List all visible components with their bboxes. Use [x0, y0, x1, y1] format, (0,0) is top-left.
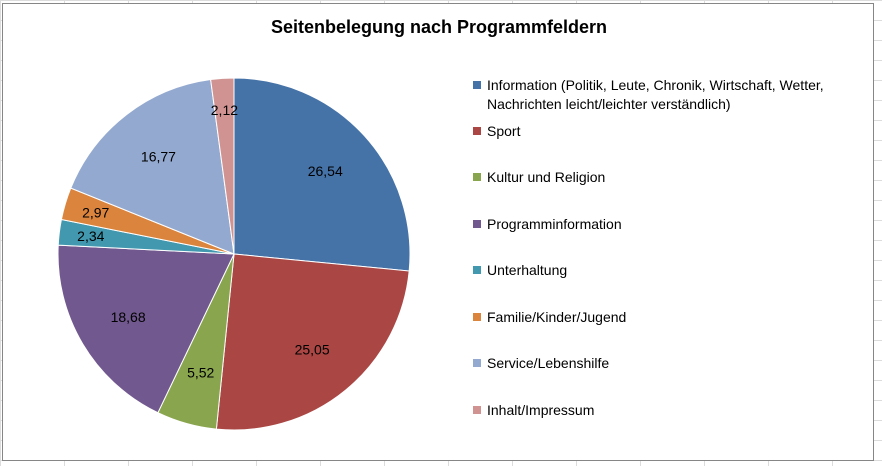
data-label-1: 25,05: [295, 341, 330, 357]
legend-swatch-5: [473, 313, 481, 321]
legend-label-3: Programminformation: [487, 216, 622, 232]
legend-swatch-1: [473, 127, 481, 135]
pie-slice-6[interactable]: [70, 78, 235, 255]
legend-label-6: Service/Lebenshilfe: [487, 355, 610, 371]
legend-item-6: Service/Lebenshilfe: [473, 354, 867, 373]
pie-slice-7[interactable]: [210, 77, 235, 255]
legend-label-0: Information (Politik, Leute, Chronik, Wi…: [487, 77, 824, 112]
legend-item-2: Kultur und Religion: [473, 168, 867, 187]
pie-slice-3[interactable]: [57, 244, 235, 414]
chart-area[interactable]: Seitenbelegung nach Programmfeldern 26,5…: [2, 3, 874, 461]
data-label-3: 18,68: [111, 309, 146, 325]
pie-slice-0[interactable]: [233, 77, 411, 272]
legend-label-5: Familie/Kinder/Jugend: [487, 309, 627, 325]
legend-item-1: Sport: [473, 122, 867, 141]
legend-swatch-7: [473, 406, 481, 414]
legend-swatch-4: [473, 266, 481, 274]
legend-swatch-2: [473, 173, 481, 181]
data-label-2: 5,52: [187, 365, 214, 381]
legend-label-2: Kultur und Religion: [487, 169, 606, 185]
pie-slice-1[interactable]: [215, 253, 410, 431]
data-label-5: 2,97: [82, 205, 109, 221]
data-label-0: 26,54: [308, 163, 343, 179]
legend-label-1: Sport: [487, 123, 521, 139]
legend-item-7: Inhalt/Impressum: [473, 401, 867, 420]
data-label-7: 2,12: [211, 102, 238, 118]
legend-swatch-3: [473, 220, 481, 228]
legend-label-7: Inhalt/Impressum: [487, 402, 595, 418]
legend-item-5: Familie/Kinder/Jugend: [473, 308, 867, 327]
legend-item-4: Unterhaltung: [473, 261, 867, 280]
legend-swatch-6: [473, 359, 481, 367]
chart-title: Seitenbelegung nach Programmfeldern: [270, 17, 608, 37]
data-label-4: 2,34: [77, 228, 104, 244]
legend-label-4: Unterhaltung: [487, 262, 568, 278]
legend-swatch-0: [473, 81, 481, 89]
chart-legend: Information (Politik, Leute, Chronik, Wi…: [473, 72, 873, 432]
data-label-6: 16,77: [141, 149, 176, 165]
pie-chart: 26,54 25,05 5,52 18,68 2,34 2,97 16,77 2,12: [57, 77, 411, 431]
legend-item-0: Information (Politik, Leute, Chronik, Wi…: [473, 76, 867, 114]
legend-item-3: Programminformation: [473, 215, 867, 234]
